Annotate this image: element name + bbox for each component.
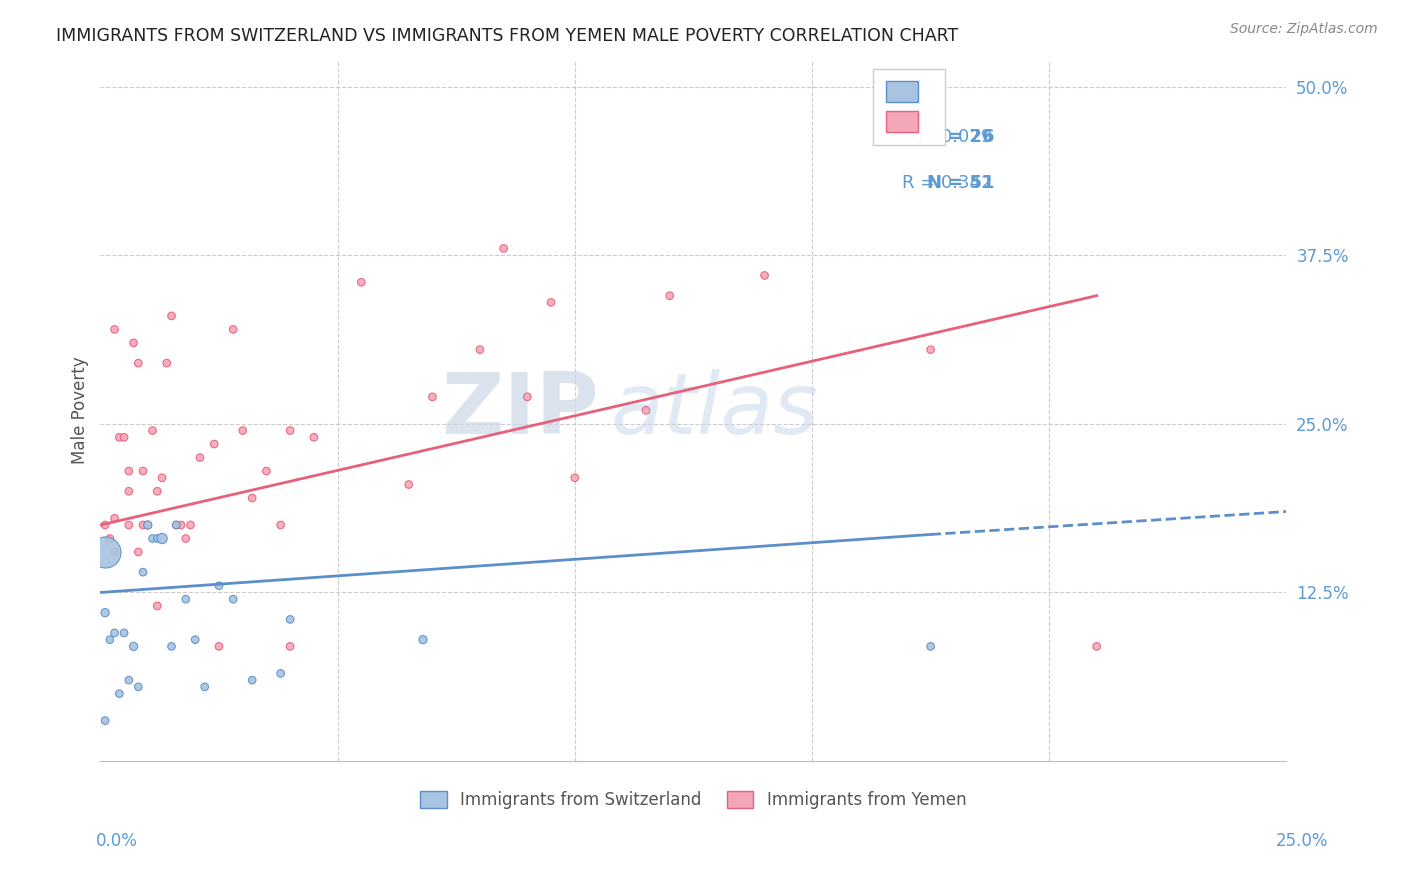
- Text: atlas: atlas: [610, 368, 818, 452]
- Point: [188, 450, 211, 465]
- Point: [118, 518, 141, 533]
- Point: [208, 579, 231, 593]
- Text: 25.0%: 25.0%: [1277, 831, 1329, 849]
- Point: [254, 464, 277, 478]
- Y-axis label: Male Poverty: Male Poverty: [72, 357, 89, 464]
- Point: [754, 268, 776, 283]
- Point: [202, 437, 225, 451]
- Legend: Immigrants from Switzerland, Immigrants from Yemen: Immigrants from Switzerland, Immigrants …: [413, 784, 973, 816]
- Point: [920, 343, 942, 357]
- Point: [516, 390, 538, 404]
- Point: [398, 477, 420, 491]
- Point: [103, 626, 125, 640]
- Point: [132, 566, 155, 580]
- Point: [98, 632, 121, 647]
- Text: ZIP: ZIP: [440, 368, 599, 452]
- Point: [170, 518, 193, 533]
- Point: [240, 491, 263, 505]
- Text: Source: ZipAtlas.com: Source: ZipAtlas.com: [1230, 22, 1378, 37]
- Point: [141, 424, 163, 438]
- Text: IMMIGRANTS FROM SWITZERLAND VS IMMIGRANTS FROM YEMEN MALE POVERTY CORRELATION CH: IMMIGRANTS FROM SWITZERLAND VS IMMIGRANT…: [56, 27, 959, 45]
- Point: [94, 714, 117, 728]
- Point: [278, 612, 301, 626]
- Point: [94, 518, 117, 533]
- Point: [350, 275, 373, 289]
- Point: [132, 518, 155, 533]
- Point: [184, 632, 207, 647]
- Point: [1085, 640, 1108, 654]
- Point: [98, 532, 121, 546]
- Point: [240, 673, 263, 687]
- Point: [174, 532, 197, 546]
- Point: [564, 471, 586, 485]
- Point: [165, 518, 187, 533]
- Point: [127, 545, 149, 559]
- Point: [112, 626, 135, 640]
- Text: R = 0.342: R = 0.342: [903, 174, 993, 192]
- Point: [194, 680, 217, 694]
- Point: [141, 532, 163, 546]
- Point: [872, 134, 894, 148]
- Text: R = 0.079: R = 0.079: [903, 128, 993, 146]
- Point: [122, 640, 145, 654]
- Point: [146, 599, 169, 613]
- Point: [94, 606, 117, 620]
- Point: [165, 518, 187, 533]
- Point: [112, 430, 135, 444]
- Point: [222, 322, 245, 336]
- Point: [146, 532, 169, 546]
- Point: [222, 592, 245, 607]
- Point: [422, 390, 444, 404]
- Point: [146, 484, 169, 499]
- Text: N = 26: N = 26: [928, 128, 995, 146]
- Point: [103, 511, 125, 525]
- Point: [108, 687, 131, 701]
- Point: [270, 666, 292, 681]
- Point: [174, 592, 197, 607]
- Point: [136, 518, 159, 533]
- Point: [136, 518, 159, 533]
- Point: [132, 464, 155, 478]
- Point: [108, 430, 131, 444]
- Point: [658, 288, 681, 302]
- Point: [150, 532, 173, 546]
- Point: [208, 640, 231, 654]
- Point: [118, 484, 141, 499]
- Point: [920, 640, 942, 654]
- Point: [118, 673, 141, 687]
- Point: [160, 309, 183, 323]
- Point: [179, 518, 201, 533]
- Point: [127, 356, 149, 370]
- Point: [302, 430, 325, 444]
- Point: [278, 640, 301, 654]
- Point: [103, 322, 125, 336]
- Point: [127, 680, 149, 694]
- Point: [122, 335, 145, 350]
- Text: N = 51: N = 51: [928, 174, 995, 192]
- Point: [94, 545, 117, 559]
- Point: [540, 295, 562, 310]
- Point: [150, 471, 173, 485]
- Point: [634, 403, 657, 417]
- Point: [270, 518, 292, 533]
- Text: 0.0%: 0.0%: [96, 831, 138, 849]
- Point: [232, 424, 254, 438]
- Point: [412, 632, 434, 647]
- Point: [156, 356, 179, 370]
- Point: [118, 464, 141, 478]
- Point: [160, 640, 183, 654]
- Point: [492, 242, 515, 256]
- Point: [103, 545, 125, 559]
- Point: [278, 424, 301, 438]
- Point: [468, 343, 491, 357]
